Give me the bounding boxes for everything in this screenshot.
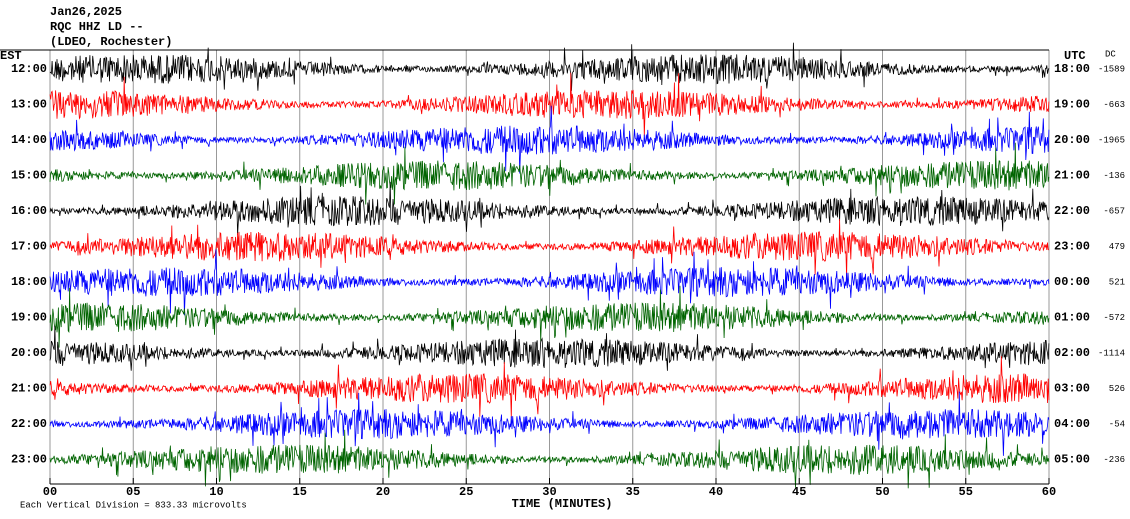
x-tick-label: 30 [542,485,556,499]
est-label: 14:00 [11,133,47,147]
labels: Jan26,2025 RQC HHZ LD -- (LDEO, Rocheste… [0,5,1125,511]
utc-label: 04:00 [1054,417,1090,431]
utc-label: 02:00 [1054,346,1090,360]
left-axis-title: EST [0,49,22,63]
x-axis-title: TIME (MINUTES) [512,497,613,511]
est-label: 21:00 [11,382,47,396]
est-label: 20:00 [11,346,47,360]
dc-label: -54 [1109,419,1125,429]
utc-label: 20:00 [1054,133,1090,147]
est-label: 12:00 [11,62,47,76]
dc-label: -572 [1103,313,1125,323]
x-tick-label: 10 [209,485,223,499]
seismic-trace [49,355,1050,419]
seismic-trace [49,391,1050,456]
dc-label: 521 [1109,277,1125,287]
footer: Each Vertical Division = 833.33 microvol… [20,500,247,510]
title-line: (LDEO, Rochester) [50,35,172,49]
dc-label: -1589 [1098,64,1125,74]
est-label: 19:00 [11,311,47,325]
title-line: Jan26,2025 [50,5,122,19]
seismic-trace [49,249,1050,316]
x-tick-label: 60 [1042,485,1056,499]
seismic-trace [49,285,1050,348]
utc-label: 01:00 [1054,311,1090,325]
seismic-trace [49,105,1050,174]
dc-label: 479 [1109,242,1125,252]
dc-label: -236 [1103,455,1125,465]
dc-label: -1965 [1098,135,1125,145]
x-tick-label: 25 [459,485,473,499]
est-label: 17:00 [11,240,47,254]
seismic-trace [49,219,1049,278]
seismic-trace [49,325,1050,371]
dc-label: 526 [1109,384,1125,394]
x-tick-label: 40 [709,485,723,499]
x-tick-label: 55 [959,485,973,499]
est-label: 13:00 [11,98,47,112]
x-tick-label: 15 [293,485,307,499]
x-tick-label: 35 [626,485,640,499]
utc-label: 05:00 [1054,453,1090,467]
utc-label: 21:00 [1054,169,1090,183]
x-tick-label: 45 [792,485,806,499]
est-label: 23:00 [11,453,47,467]
utc-label: 00:00 [1054,275,1090,289]
traces [49,42,1050,489]
est-label: 16:00 [11,204,47,218]
utc-label: 18:00 [1054,62,1090,76]
seismic-trace [49,181,1050,235]
utc-label: 03:00 [1054,382,1090,396]
utc-label: 19:00 [1054,98,1090,112]
dc-label: -1114 [1098,348,1125,358]
x-tick-label: 05 [126,485,140,499]
utc-label: 23:00 [1054,240,1090,254]
est-label: 15:00 [11,169,47,183]
right-axis-title: UTC [1064,49,1086,63]
seismic-trace [49,72,1050,137]
dc-label: -663 [1103,100,1125,110]
est-label: 18:00 [11,275,47,289]
dc-label: -657 [1103,206,1125,216]
seismic-trace [49,142,1050,205]
dc-title: DC [1105,49,1116,59]
est-label: 22:00 [11,417,47,431]
dc-label: -136 [1103,171,1125,181]
utc-label: 22:00 [1054,204,1090,218]
seismic-trace [49,42,1050,91]
x-tick-label: 50 [875,485,889,499]
seismic-trace [49,429,1050,489]
x-tick-label: 00 [43,485,57,499]
x-tick-label: 20 [376,485,390,499]
title-line: RQC HHZ LD -- [50,20,144,34]
